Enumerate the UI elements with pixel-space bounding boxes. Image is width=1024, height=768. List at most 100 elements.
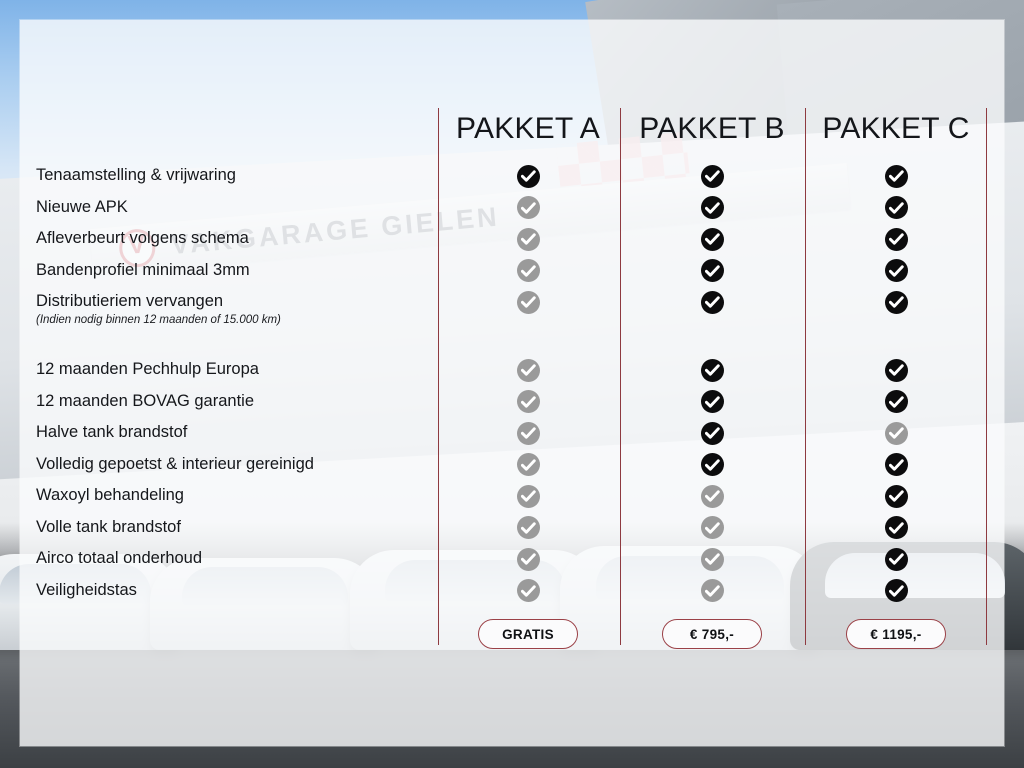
check-off-10-a [516,516,540,539]
checkmark-icon [520,395,536,408]
feature-label-8: Volledig gepoetst & interieur gereinigd [36,454,314,473]
checkmark-icon [704,264,720,277]
checkmark-icon [520,296,536,308]
checkmark-icon [520,264,536,277]
check-on-1-b [700,196,724,219]
check-off-7-a [516,421,540,445]
check-on-12-c [884,579,908,602]
feature-note-4: (Indien nodig binnen 12 maanden of 15.00… [36,314,281,326]
feature-label-12: Veiligheidstas [36,580,137,599]
check-on-0-c [884,164,908,188]
feature-label-9: Waxoyl behandeling [36,486,184,504]
check-on-1-c [884,196,908,219]
check-on-4-c [884,290,908,314]
check-off-1-a [516,196,540,219]
package-title-c: PAKKET C [822,112,970,145]
checkmark-icon [704,233,720,245]
checkmark-icon [888,395,904,408]
check-off-11-b [700,547,724,571]
checkmark-icon [704,170,720,182]
feature-label-0: Tenaamstelling & vrijwaring [36,166,236,184]
feature-label-11: Airco totaal onderhoud [36,549,203,567]
checkmark-icon [888,170,904,182]
checkmark-icon [704,427,720,439]
checkmark-icon [520,458,536,471]
check-off-3-a [516,259,540,282]
column-divider-0 [438,108,439,645]
checkmark-icon [520,201,536,214]
check-on-0-b [700,164,724,188]
checkmark-icon [888,427,904,439]
check-on-5-b [700,358,724,382]
checkmark-icon [520,490,536,502]
price-pill-a[interactable]: GRATIS [478,619,578,649]
package-title-b: PAKKET B [639,112,785,145]
check-on-3-b [700,259,724,282]
check-off-4-a [516,290,540,314]
check-on-5-c [884,358,908,382]
checkmark-icon [888,233,904,245]
checkmark-icon [704,395,720,408]
check-on-2-b [700,227,724,251]
check-off-12-b [700,579,724,602]
check-on-2-c [884,227,908,251]
package-title-a: PAKKET A [456,112,600,145]
checkmark-icon [704,521,720,534]
price-pill-b[interactable]: € 795,- [662,619,762,649]
check-on-10-c [884,516,908,539]
feature-label-1: Nieuwe APK [36,197,128,216]
check-on-8-c [884,453,908,476]
checkmark-icon [704,458,720,471]
feature-label-3: Bandenprofiel minimaal 3mm [36,260,250,279]
check-on-6-b [700,390,724,413]
check-on-7-b [700,421,724,445]
feature-label-5: 12 maanden Pechhulp Europa [36,360,259,378]
checkmark-icon [520,553,536,565]
check-on-8-b [700,453,724,476]
checkmark-icon [704,490,720,502]
checkmark-icon [888,264,904,277]
check-off-6-a [516,390,540,413]
checkmark-icon [704,364,720,376]
check-off-7-c [884,421,908,445]
checkmark-icon [888,458,904,471]
check-on-9-c [884,484,908,508]
checkmark-icon [520,364,536,376]
feature-label-6: 12 maanden BOVAG garantie [36,391,254,410]
check-on-6-c [884,390,908,413]
checkmark-icon [888,584,904,597]
checkmark-icon [704,584,720,597]
check-on-11-c [884,547,908,571]
checkmark-icon [888,521,904,534]
check-off-2-a [516,227,540,251]
price-pill-c[interactable]: € 1195,- [846,619,946,649]
check-off-5-a [516,358,540,382]
checkmark-icon [704,296,720,308]
feature-label-2: Afleverbeurt volgens schema [36,229,249,247]
column-divider-3 [986,108,987,645]
checkmark-icon [520,521,536,534]
check-off-9-a [516,484,540,508]
check-off-9-b [700,484,724,508]
checkmark-icon [888,490,904,502]
check-off-10-b [700,516,724,539]
check-on-4-b [700,290,724,314]
checkmark-icon [888,201,904,214]
checkmark-icon [888,364,904,376]
feature-label-7: Halve tank brandstof [36,423,188,441]
check-on-0-a [516,164,540,188]
check-off-12-a [516,579,540,602]
checkmark-icon [520,427,536,439]
checkmark-icon [888,553,904,565]
checkmark-icon [704,553,720,565]
checkmark-icon [520,170,536,182]
feature-label-4: Distributieriem vervangen [36,292,224,310]
check-off-8-a [516,453,540,476]
checkmark-icon [888,296,904,308]
column-divider-1 [620,108,621,645]
checkmark-icon [520,584,536,597]
check-off-11-a [516,547,540,571]
column-divider-2 [805,108,806,645]
checkmark-icon [520,233,536,245]
